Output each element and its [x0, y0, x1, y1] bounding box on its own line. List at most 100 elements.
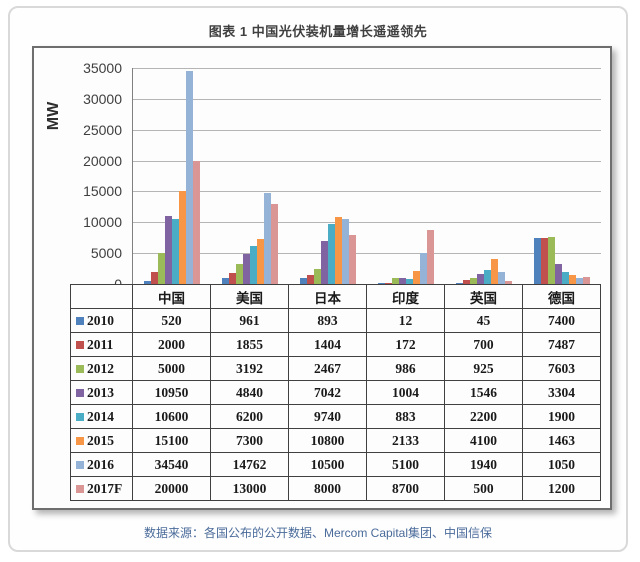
bar-2010: [534, 238, 541, 284]
value-cell: 7603: [522, 356, 601, 381]
bar-2011: [229, 273, 236, 284]
series-year-label: 2017F: [87, 480, 123, 496]
value-cell: 1546: [444, 380, 523, 405]
value-cell: 893: [288, 308, 367, 333]
y-tick-label: 15000: [83, 183, 122, 200]
bar-2014: [328, 224, 335, 284]
bar-2016: [420, 253, 427, 284]
value-cell: 5000: [132, 356, 211, 381]
bar-2017F: [193, 161, 200, 284]
gridline: [133, 68, 601, 69]
bar-2012: [548, 237, 555, 284]
value-cell: 9740: [288, 404, 367, 429]
value-cell: 7400: [522, 308, 601, 333]
bar-group-日本: [289, 68, 367, 284]
table-row: 2012 5000 3192 2467 986 925 7603: [70, 356, 601, 381]
table-row: 2013 10950 4840 7042 1004 1546 3304: [70, 380, 601, 405]
bar-2015: [413, 271, 420, 284]
bar-2012: [236, 264, 243, 284]
bar-2013: [243, 254, 250, 284]
value-cell: 2133: [366, 428, 445, 453]
bar-2014: [172, 219, 179, 284]
value-cell: 4840: [210, 380, 289, 405]
value-cell: 3192: [210, 356, 289, 381]
value-cell: 883: [366, 404, 445, 429]
value-cell: 1404: [288, 332, 367, 357]
value-cell: 961: [210, 308, 289, 333]
value-cell: 13000: [210, 476, 289, 501]
country-header: 美国: [210, 284, 289, 309]
bar-2016: [264, 193, 271, 284]
y-tick-label: 25000: [83, 121, 122, 138]
value-cell: 1855: [210, 332, 289, 357]
y-tick-label: 5000: [90, 245, 122, 262]
value-cell: 7042: [288, 380, 367, 405]
value-cell: 1200: [522, 476, 601, 501]
table-row: 2017F 20000 13000 8000 8700 500 1200: [70, 476, 601, 501]
y-tick-label: 10000: [83, 214, 122, 231]
series-year-label: 2015: [87, 432, 114, 448]
plot-area: [132, 68, 601, 286]
gridline: [133, 129, 601, 131]
bar-2011: [151, 272, 158, 284]
value-cell: 14762: [210, 452, 289, 477]
value-cell: 925: [444, 356, 523, 381]
gridline: [133, 160, 601, 162]
gridline: [133, 191, 601, 193]
gridline: [133, 222, 601, 224]
bar-2012: [470, 278, 477, 284]
country-header: 英国: [444, 284, 523, 309]
gridline: [133, 98, 601, 100]
value-cell: 10500: [288, 452, 367, 477]
bar-2012: [314, 269, 321, 284]
value-cell: 15100: [132, 428, 211, 453]
legend-swatch-icon: [76, 340, 84, 349]
table-row: 2010 520 961 893 12 45 7400: [70, 308, 601, 333]
table-corner-cell: [70, 284, 133, 309]
data-table: 中国 美国 日本 印度 英国 德国 2010 520 961 893 12 45 7400 2011 200…: [70, 284, 601, 501]
y-tick-label: 20000: [83, 152, 122, 169]
value-cell: 520: [132, 308, 211, 333]
table-row: 2015 15100 7300 10800 2133 4100 1463: [70, 428, 601, 453]
series-legend-cell: 2014: [70, 404, 133, 429]
bar-group-印度: [367, 68, 445, 284]
series-legend-cell: 2015: [70, 428, 133, 453]
bar-2014: [250, 246, 257, 284]
gridline: [133, 253, 601, 255]
value-cell: 10600: [132, 404, 211, 429]
bar-2015: [491, 259, 498, 284]
series-year-label: 2016: [87, 456, 114, 472]
series-year-label: 2010: [87, 312, 114, 328]
value-cell: 34540: [132, 452, 211, 477]
bar-2015: [335, 217, 342, 284]
bar-groups: [133, 68, 601, 284]
value-cell: 500: [444, 476, 523, 501]
legend-swatch-icon: [76, 364, 84, 373]
bar-2015: [179, 191, 186, 284]
bar-2011: [385, 283, 392, 284]
series-legend-cell: 2017F: [70, 476, 133, 501]
bar-2013: [477, 274, 484, 284]
value-cell: 2200: [444, 404, 523, 429]
chart-title: 图表 1 中国光伏装机量增长遥遥领先: [208, 24, 428, 39]
value-cell: 1004: [366, 380, 445, 405]
table-row: 2016 34540 14762 10500 5100 1940 1050: [70, 452, 601, 477]
bar-2013: [321, 241, 328, 284]
bar-2014: [406, 279, 413, 284]
value-cell: 1463: [522, 428, 601, 453]
article-image-card: 图表 1 中国光伏装机量增长遥遥领先 MW 050001000015000200…: [8, 6, 628, 552]
value-cell: 20000: [132, 476, 211, 501]
bar-group-英国: [445, 68, 523, 284]
table-row: 2011 2000 1855 1404 172 700 7487: [70, 332, 601, 357]
legend-swatch-icon: [76, 460, 84, 469]
bar-2011: [307, 275, 314, 284]
bar-2013: [399, 278, 406, 284]
y-tick-label: 35000: [83, 60, 122, 76]
value-cell: 172: [366, 332, 445, 357]
value-cell: 10800: [288, 428, 367, 453]
bar-2017F: [583, 277, 590, 284]
bar-2010: [456, 283, 463, 284]
bar-2010: [222, 278, 229, 284]
value-cell: 986: [366, 356, 445, 381]
value-cell: 3304: [522, 380, 601, 405]
